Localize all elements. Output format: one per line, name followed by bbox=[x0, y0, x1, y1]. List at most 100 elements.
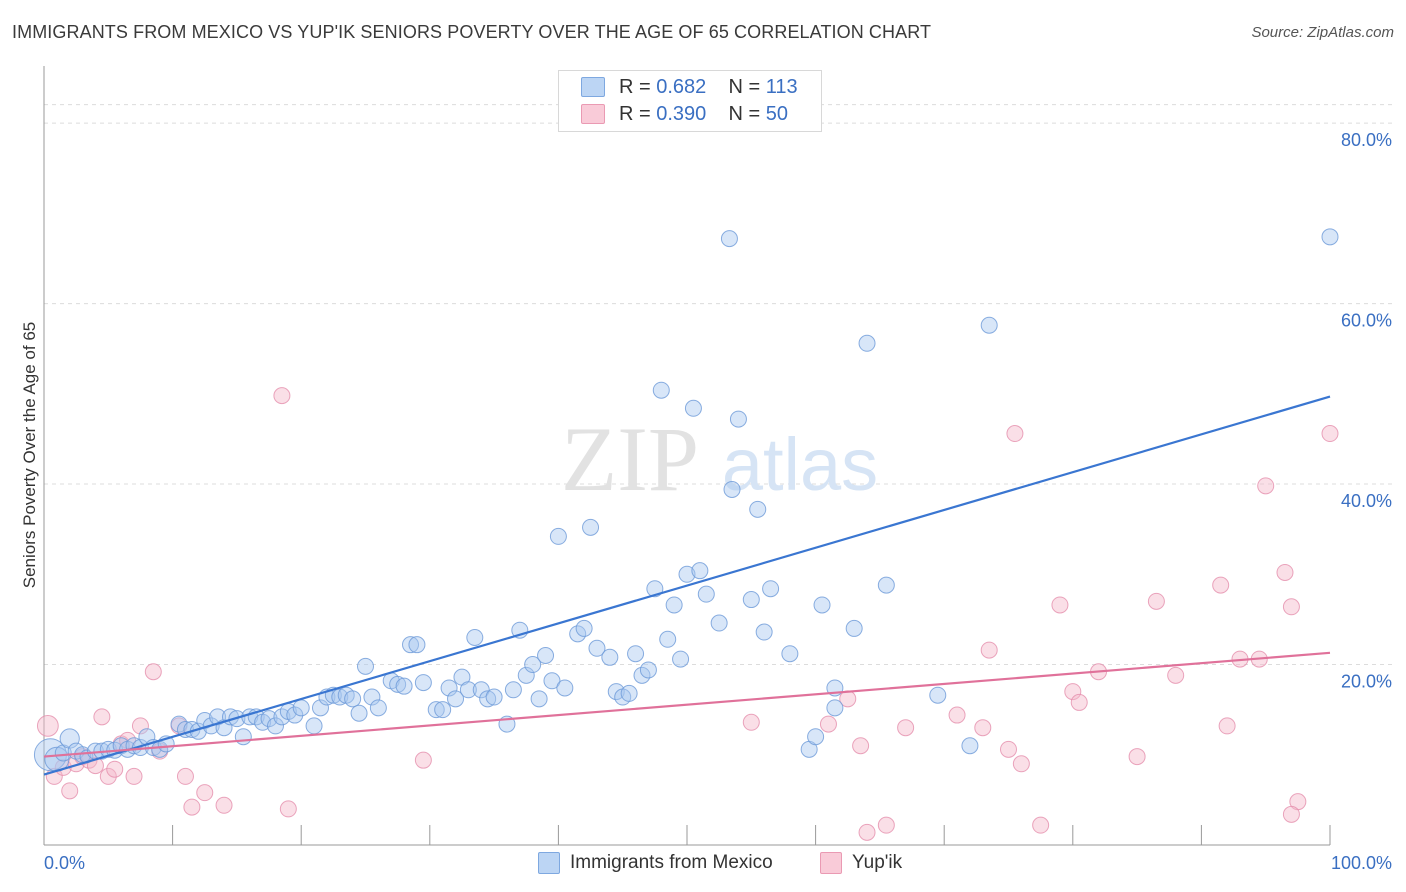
yupik-point bbox=[1218, 717, 1236, 735]
yupik-point bbox=[1128, 748, 1146, 766]
bottom-legend-mexico: Immigrants from Mexico bbox=[538, 852, 773, 874]
mexico-point bbox=[209, 708, 227, 726]
legend-n-label: N = bbox=[728, 75, 761, 98]
mexico-point bbox=[344, 690, 362, 708]
yupik-point bbox=[742, 713, 760, 731]
yupik-point bbox=[1032, 816, 1050, 834]
yupik-point bbox=[215, 796, 233, 814]
mexico-point bbox=[697, 585, 715, 603]
mexico-point bbox=[459, 681, 477, 699]
legend-r-value: 0.390 bbox=[656, 102, 707, 125]
stats-legend: R = 0.682 N = 113 R = 0.390 N = 50 bbox=[558, 70, 822, 132]
yupik-point bbox=[1167, 666, 1185, 684]
mexico-point bbox=[311, 699, 329, 717]
legend-swatch-blue bbox=[581, 77, 605, 97]
mexico-point bbox=[755, 623, 773, 641]
mexico-point bbox=[601, 648, 619, 666]
yupik-point bbox=[61, 782, 79, 800]
mexico-point bbox=[762, 580, 780, 598]
mexico-point bbox=[652, 381, 670, 399]
mexico-point bbox=[742, 591, 760, 609]
bottom-legend-yupik: Yup'ik bbox=[820, 852, 902, 874]
grid-lines bbox=[44, 104, 1392, 666]
mexico-point bbox=[684, 399, 702, 417]
yupik-point bbox=[1276, 563, 1294, 581]
yupik-point bbox=[1257, 477, 1275, 495]
yupik-points bbox=[36, 387, 1339, 841]
mexico-point bbox=[826, 699, 844, 717]
yupik-point bbox=[1282, 598, 1300, 616]
mexico-point bbox=[807, 728, 825, 746]
mexico-point bbox=[588, 639, 606, 657]
mexico-trend-line bbox=[43, 395, 1331, 776]
mexico-point bbox=[408, 636, 426, 654]
mexico-point bbox=[517, 666, 535, 684]
bottom-legend-swatch-pink bbox=[820, 852, 842, 874]
mexico-point bbox=[292, 699, 310, 717]
yupik-point bbox=[273, 387, 291, 405]
yupik-point bbox=[1012, 755, 1030, 773]
mexico-point bbox=[639, 661, 657, 679]
yupik-point bbox=[144, 663, 162, 681]
yupik-point bbox=[897, 719, 915, 737]
yupik-point bbox=[279, 800, 297, 818]
yupik-point bbox=[414, 751, 432, 769]
mexico-point bbox=[537, 647, 555, 665]
mexico-point bbox=[260, 710, 278, 728]
mexico-point bbox=[350, 704, 368, 722]
mexico-point bbox=[357, 657, 374, 675]
mexico-point bbox=[627, 645, 645, 663]
source-label: Source: ZipAtlas.com bbox=[1251, 24, 1394, 41]
yupik-point bbox=[1321, 425, 1339, 443]
mexico-point bbox=[447, 690, 465, 708]
mexico-point bbox=[530, 690, 548, 708]
yupik-point bbox=[1282, 805, 1300, 823]
mexico-point bbox=[729, 410, 747, 428]
mexico-point bbox=[389, 675, 407, 693]
mexico-point bbox=[485, 688, 503, 706]
mexico-point bbox=[472, 681, 490, 699]
mexico-point bbox=[466, 628, 484, 646]
mexico-point bbox=[543, 672, 561, 690]
yupik-point bbox=[131, 717, 149, 735]
mexico-point bbox=[781, 645, 799, 663]
y-tick-label: 20.0% bbox=[1341, 672, 1392, 692]
mexico-point bbox=[858, 334, 876, 352]
yupik-point bbox=[1070, 693, 1088, 711]
bottom-legend-label: Immigrants from Mexico bbox=[570, 852, 773, 873]
yupik-point bbox=[1064, 683, 1082, 701]
mexico-point bbox=[710, 614, 728, 632]
mexico-point bbox=[434, 701, 452, 719]
yupik-point bbox=[106, 760, 124, 778]
mexico-point bbox=[672, 650, 690, 668]
yupik-point bbox=[176, 767, 194, 785]
mexico-point bbox=[659, 630, 677, 648]
yupik-point bbox=[974, 719, 992, 737]
mexico-point bbox=[504, 681, 522, 699]
legend-row-yupik: R = 0.390 N = 50 bbox=[581, 101, 788, 127]
mexico-point bbox=[369, 699, 387, 717]
legend-n-label: N = bbox=[728, 102, 761, 125]
mexico-point bbox=[749, 500, 767, 518]
chart-title: IMMIGRANTS FROM MEXICO VS YUP'IK SENIORS… bbox=[12, 22, 932, 42]
yupik-point bbox=[1147, 592, 1165, 610]
legend-r-label: R = bbox=[619, 102, 651, 125]
mexico-point bbox=[877, 576, 895, 594]
mexico-point bbox=[961, 737, 979, 755]
mexico-point bbox=[1321, 228, 1339, 246]
legend-n-value: 113 bbox=[765, 75, 798, 98]
mexico-point bbox=[723, 480, 741, 498]
yupik-point bbox=[93, 708, 111, 726]
mexico-point bbox=[99, 740, 117, 758]
mexico-point bbox=[331, 688, 349, 706]
mexico-point bbox=[414, 674, 432, 692]
yupik-point bbox=[877, 816, 895, 834]
y-tick-label: 60.0% bbox=[1341, 311, 1392, 331]
mexico-point bbox=[266, 717, 284, 735]
mexico-point bbox=[549, 527, 567, 545]
mexico-point bbox=[479, 690, 497, 708]
mexico-point bbox=[691, 562, 709, 580]
yupik-point bbox=[1000, 740, 1017, 758]
mexico-point bbox=[524, 656, 542, 674]
